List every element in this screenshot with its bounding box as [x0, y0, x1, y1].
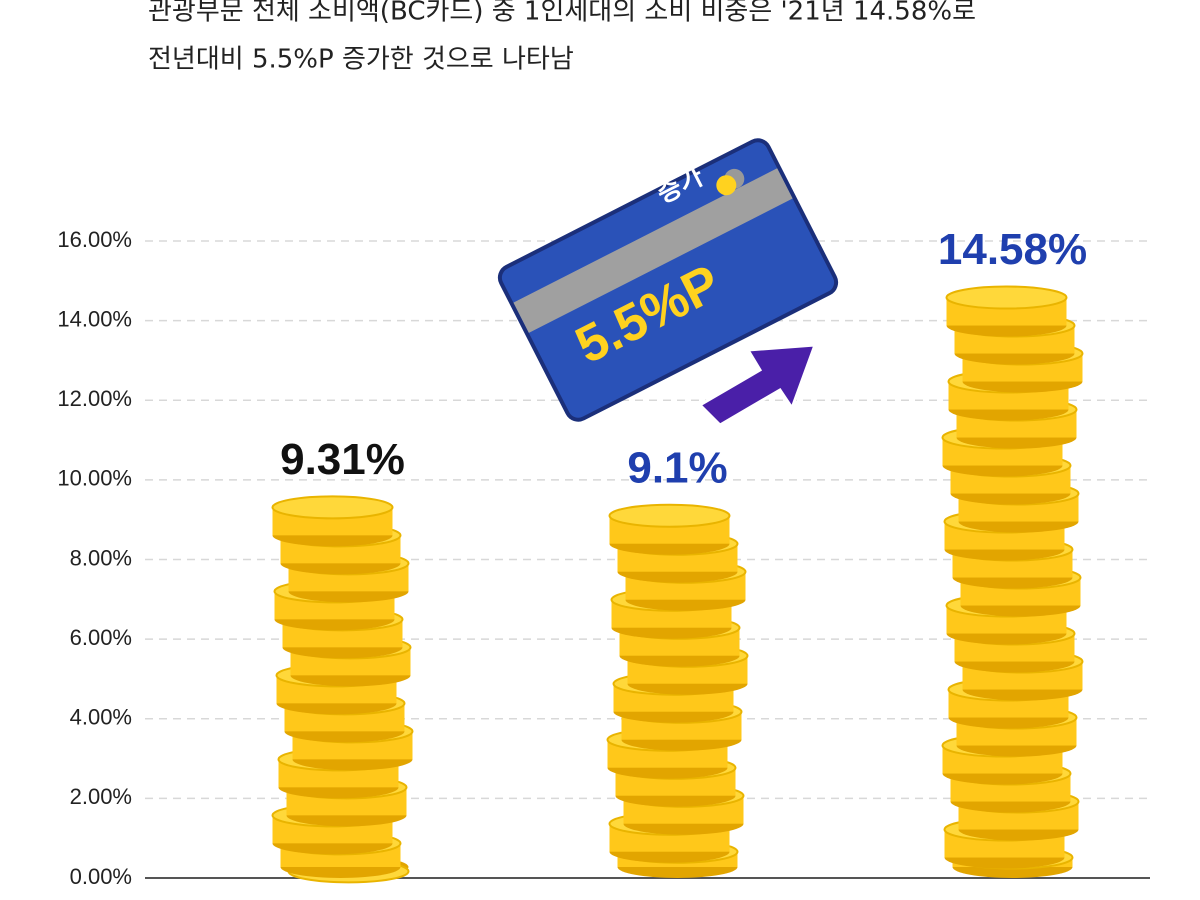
chart-title: 관광부문 전체 소비액(BC카드) 중 1인세대의 소비 비중은 '21년 14… [148, 0, 976, 27]
card: 5.5%P 증가 [497, 138, 839, 422]
y-tick-label: 2.00% [70, 784, 132, 809]
coin [608, 503, 731, 555]
value-label: 9.31% [280, 435, 405, 484]
value-label: 9.1% [627, 443, 727, 492]
card-chip [716, 175, 737, 196]
y-tick-label: 0.00% [70, 864, 132, 889]
coin-stack [271, 495, 414, 884]
value-label: 14.58% [938, 225, 1087, 274]
coin-face [608, 503, 731, 528]
y-tick-label: 6.00% [70, 625, 132, 650]
y-tick-label: 8.00% [70, 545, 132, 570]
arrow [697, 343, 818, 427]
y-tick-label: 4.00% [70, 705, 132, 730]
card-annotation: 5.5%P 증가 [497, 138, 839, 427]
y-tick-label: 10.00% [57, 466, 132, 491]
coin [606, 727, 729, 779]
card-stripe [513, 168, 793, 333]
arrow-head [697, 343, 818, 427]
coin [945, 285, 1068, 337]
coin [271, 495, 394, 547]
coin-stack [941, 285, 1084, 878]
chart-subtitle: 전년대비 5.5%P 증가한 것으로 나타남 [148, 45, 574, 75]
coin-stack [606, 503, 749, 878]
coin-face [271, 495, 394, 520]
y-tick-label: 12.00% [57, 386, 132, 411]
y-tick-label: 14.00% [57, 306, 132, 331]
y-tick-label: 16.00% [57, 227, 132, 252]
coin-face [945, 285, 1068, 310]
